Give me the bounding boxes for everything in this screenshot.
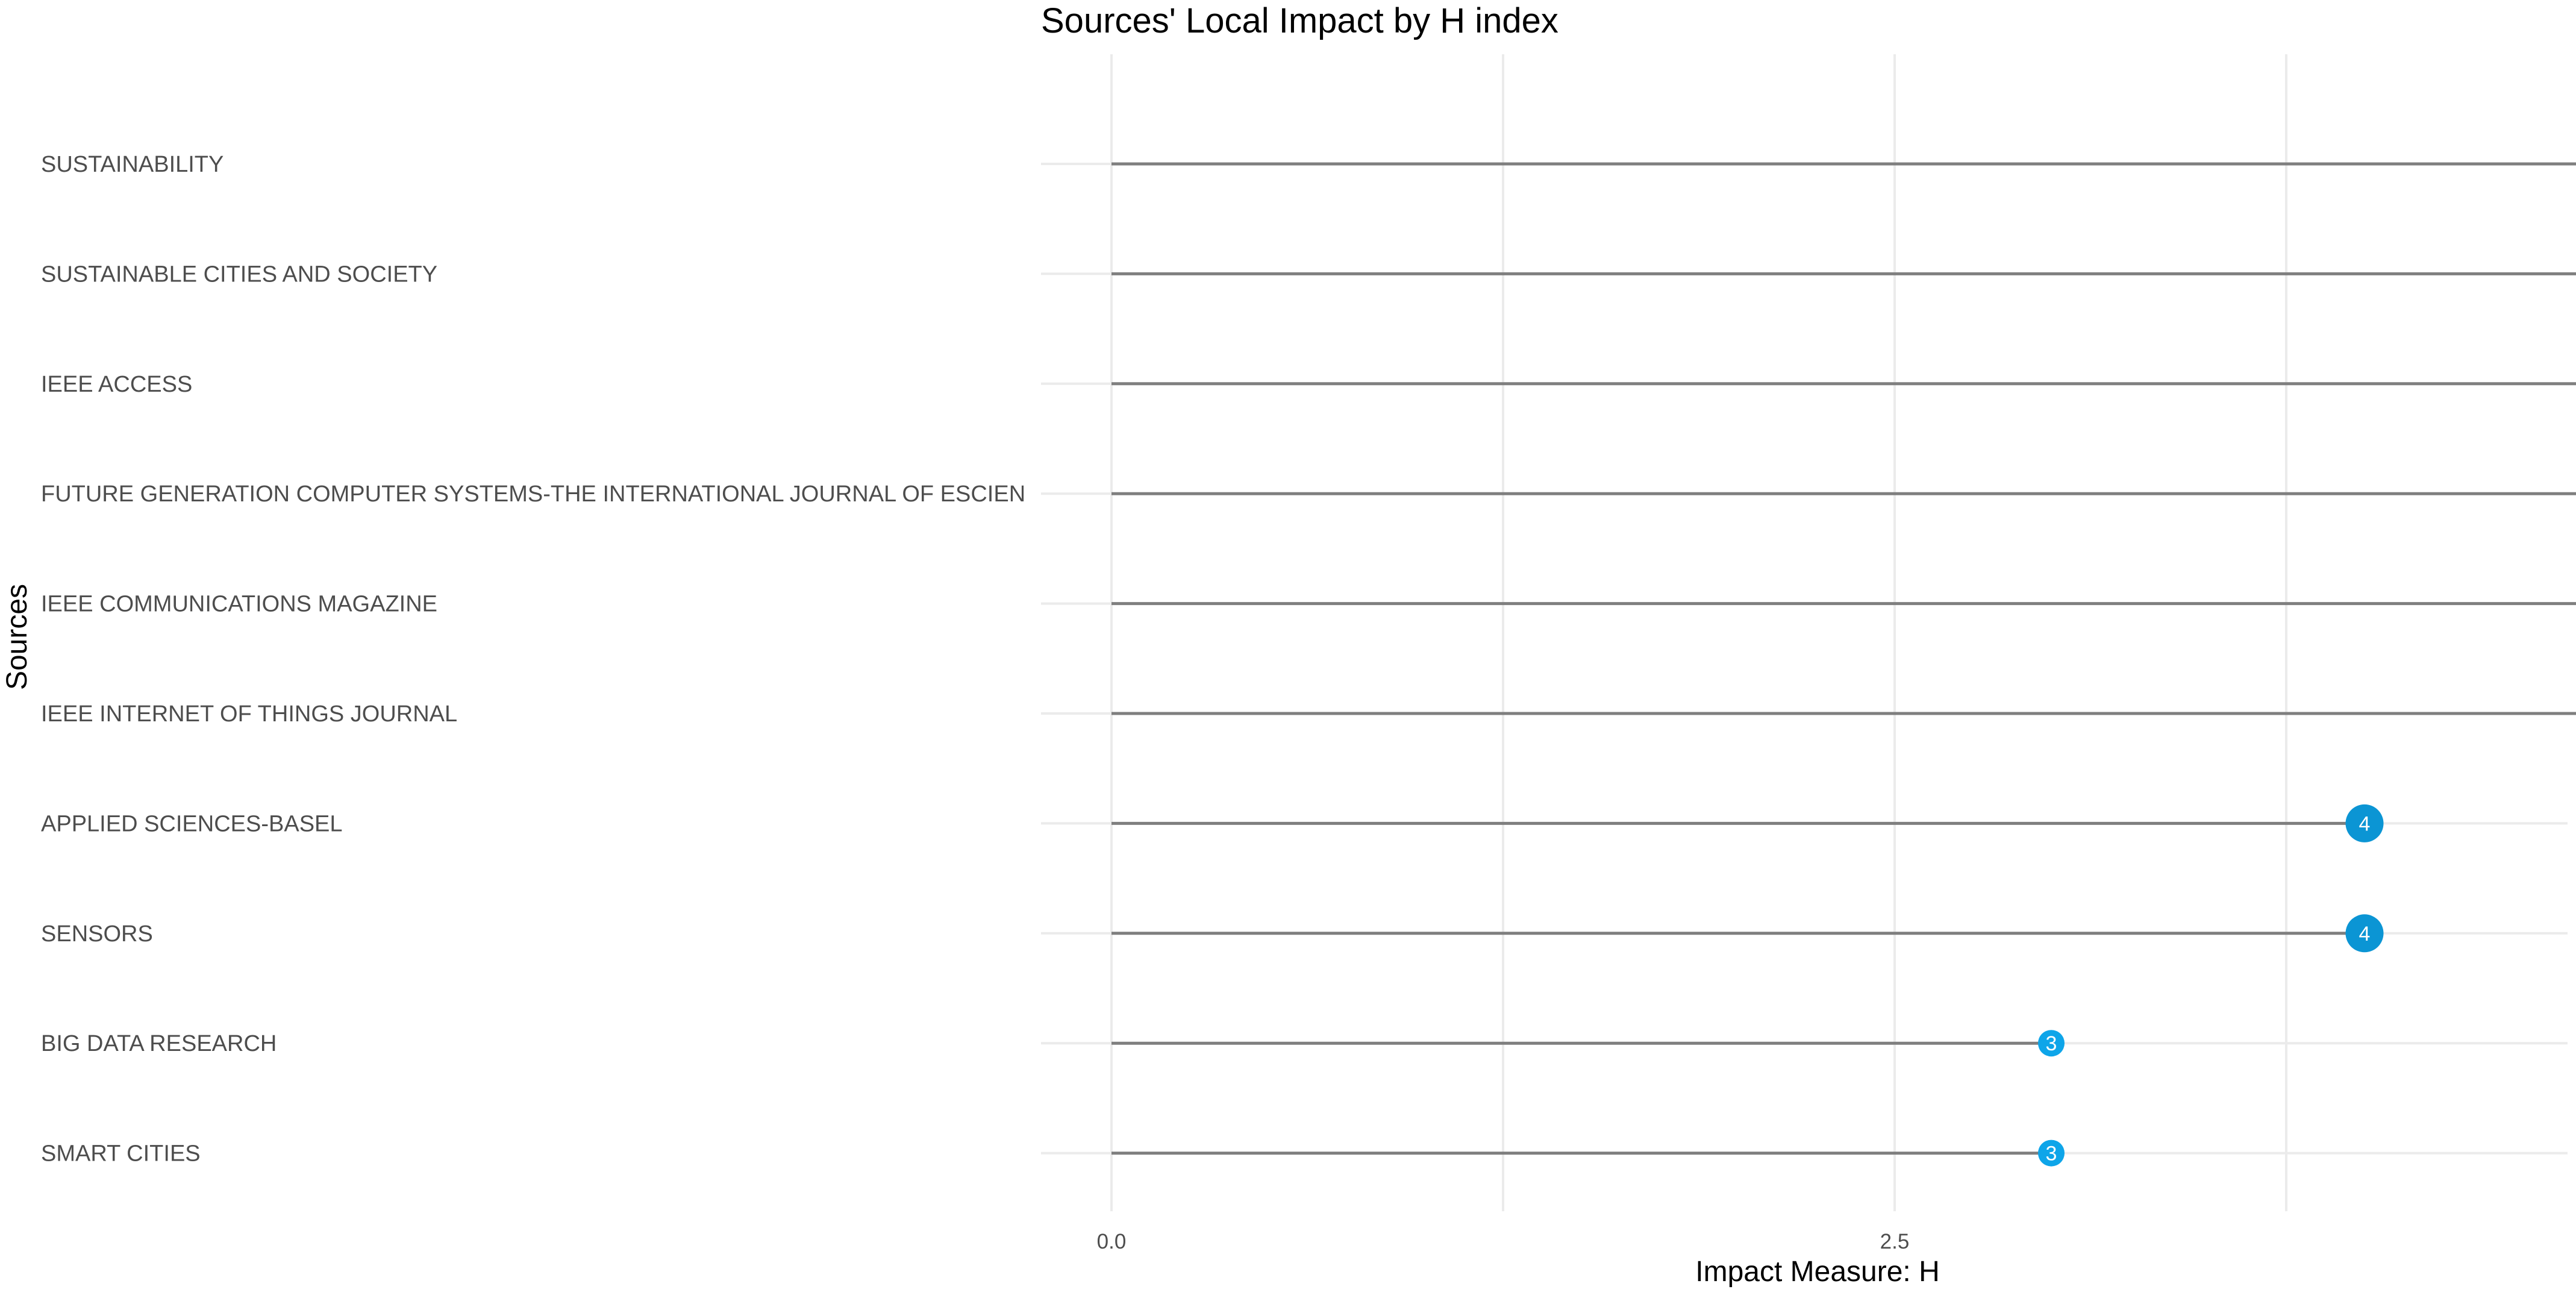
point-layer — [2038, 804, 2384, 1167]
category-label: IEEE INTERNET OF THINGS JOURNAL — [41, 701, 457, 727]
label-layer: 0.02.55.07.5SUSTAINABILITY9SUSTAINABLE C… — [41, 152, 2371, 1253]
point-value-label: 4 — [2359, 812, 2371, 835]
lollipop-point — [2038, 1140, 2065, 1167]
point-value-label: 4 — [2359, 923, 2371, 945]
category-label: IEEE ACCESS — [41, 372, 192, 397]
category-label: BIG DATA RESEARCH — [41, 1031, 277, 1056]
y-axis-title: Sources — [1, 584, 33, 690]
category-label: SUSTAINABLE CITIES AND SOCIETY — [41, 262, 437, 287]
x-tick-label: 0.0 — [1097, 1230, 1127, 1253]
lollipop-point — [2038, 1030, 2065, 1057]
stem-layer — [1111, 162, 2576, 1155]
category-label: FUTURE GENERATION COMPUTER SYSTEMS-THE I… — [41, 481, 1025, 507]
x-tick-label: 2.5 — [1880, 1230, 1910, 1253]
category-label: IEEE COMMUNICATIONS MAGAZINE — [41, 592, 437, 617]
grid-layer — [1041, 54, 2568, 1211]
category-label: APPLIED SCIENCES-BASEL — [41, 811, 343, 836]
category-label: SENSORS — [41, 921, 153, 947]
chart-title: Sources' Local Impact by H index — [1041, 1, 1558, 40]
category-label: SMART CITIES — [41, 1141, 201, 1167]
category-label: SUSTAINABILITY — [41, 152, 224, 177]
lollipop-point — [2345, 804, 2384, 842]
point-value-label: 3 — [2046, 1143, 2057, 1165]
point-value-label: 3 — [2046, 1032, 2057, 1055]
x-axis-title: Impact Measure: H — [1695, 1256, 1939, 1288]
lollipop-point — [2345, 914, 2384, 953]
